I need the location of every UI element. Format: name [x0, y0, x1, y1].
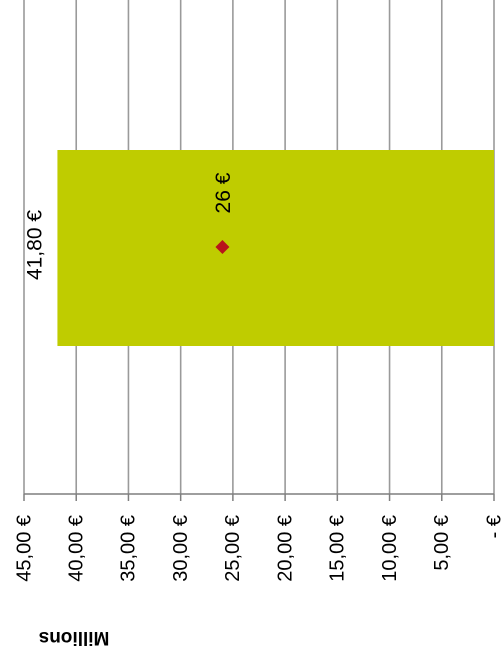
axis-title: Millions [39, 627, 110, 648]
marker-label: 26 € [212, 172, 235, 213]
axis-tick-label: - € [483, 515, 504, 538]
bar [57, 150, 494, 346]
axis-tick-label: 5,00 € [431, 515, 453, 571]
axis-tick-label: 15,00 € [327, 515, 349, 582]
bar-value-label: 41,80 € [24, 210, 47, 280]
axis-tick-label: 10,00 € [379, 515, 401, 582]
axis-tick-label: 20,00 € [274, 515, 296, 582]
axis-tick-label: 25,00 € [222, 515, 244, 582]
axis-tick-label: 35,00 € [118, 515, 140, 582]
axis-tick-label: 30,00 € [170, 515, 192, 582]
axis-tick-label: 40,00 € [66, 515, 88, 582]
axis-tick-label: 45,00 € [13, 515, 35, 582]
